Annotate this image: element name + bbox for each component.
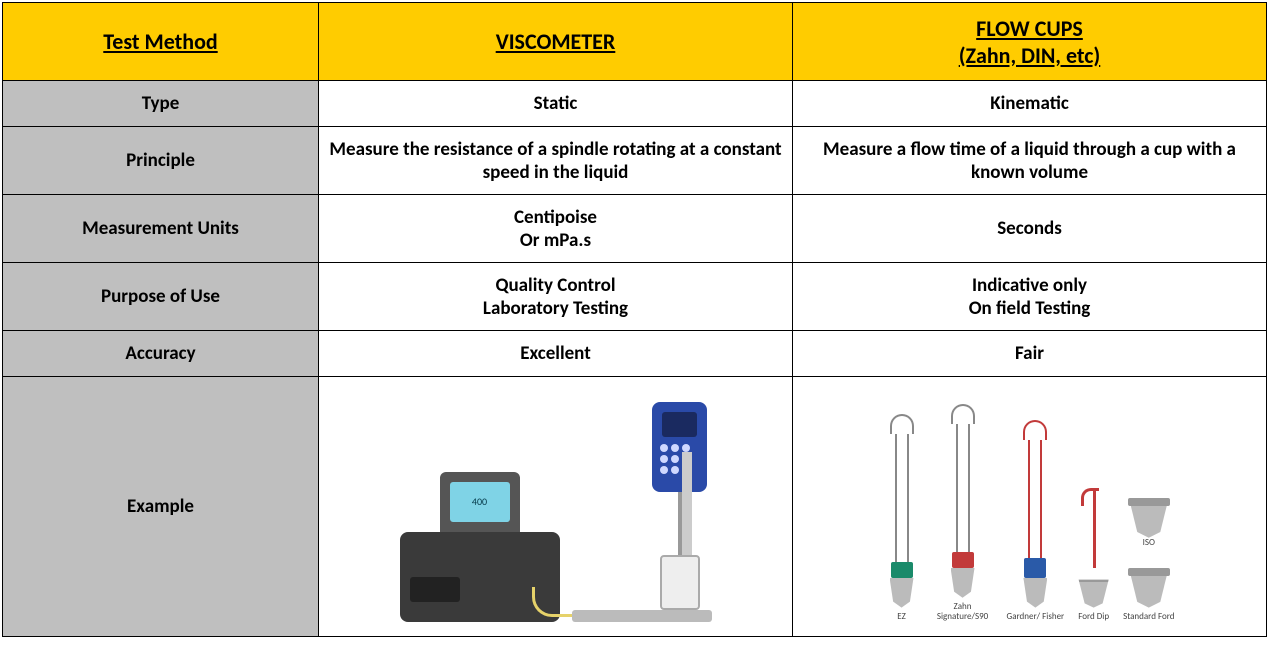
label-units: Measurement Units: [3, 195, 319, 263]
viscometer-illustration: 400: [329, 392, 782, 622]
flowcup-iso-std: ISO Standard Ford: [1123, 498, 1174, 622]
row-example: Example 400: [3, 377, 1267, 637]
label-principle: Principle: [3, 127, 319, 195]
cell-example-viscometer: 400: [319, 377, 793, 637]
comparison-table: Test Method VISCOMETER FLOW CUPS (Zahn, …: [2, 2, 1267, 637]
row-accuracy: Accuracy Excellent Fair: [3, 331, 1267, 377]
flowcup-std-ford-label: Standard Ford: [1123, 612, 1174, 622]
label-purpose: Purpose of Use: [3, 263, 319, 331]
row-purpose: Purpose of Use Quality Control Laborator…: [3, 263, 1267, 331]
flowcup-ford-dip: Ford Dip: [1078, 488, 1109, 622]
cell-accuracy-viscometer: Excellent: [319, 331, 793, 377]
flowcup-ford-dip-label: Ford Dip: [1078, 612, 1109, 622]
cell-purpose-flowcups-l1: Indicative only: [803, 274, 1256, 297]
flowcup-gardner: Gardner/ Fisher: [1007, 420, 1065, 622]
flowcup-iso-label: ISO: [1128, 538, 1170, 548]
flowcup-zahn-label: Zahn Signature/S90: [933, 602, 993, 622]
header-flowcups: FLOW CUPS (Zahn, DIN, etc): [793, 3, 1267, 81]
flowcup-ez-label: EZ: [897, 612, 906, 622]
cell-units-flowcups: Seconds: [793, 195, 1267, 263]
row-principle: Principle Measure the resistance of a sp…: [3, 127, 1267, 195]
cell-principle-flowcups: Measure a flow time of a liquid through …: [793, 127, 1267, 195]
flowcup-gardner-label: Gardner/ Fisher: [1007, 612, 1065, 622]
header-viscometer: VISCOMETER: [319, 3, 793, 81]
header-row: Test Method VISCOMETER FLOW CUPS (Zahn, …: [3, 3, 1267, 81]
cell-purpose-flowcups-l2: On field Testing: [803, 297, 1256, 320]
cell-units-viscometer-l1: Centipoise: [329, 206, 782, 229]
cell-type-viscometer: Static: [319, 81, 793, 127]
cell-units-viscometer-l2: Or mPa.s: [329, 229, 782, 252]
header-flowcups-line2: (Zahn, DIN, etc): [803, 42, 1256, 69]
label-example: Example: [3, 377, 319, 637]
row-type: Type Static Kinematic: [3, 81, 1267, 127]
flowcup-zahn: Zahn Signature/S90: [933, 404, 993, 622]
flowcups-illustration: EZ Zahn Signature/S90 Gardner/ Fisher Fo…: [803, 392, 1256, 622]
viscometer-stand-icon: [572, 402, 712, 622]
cell-purpose-viscometer-l2: Laboratory Testing: [329, 297, 782, 320]
row-units: Measurement Units Centipoise Or mPa.s Se…: [3, 195, 1267, 263]
cell-purpose-viscometer: Quality Control Laboratory Testing: [319, 263, 793, 331]
cell-principle-viscometer: Measure the resistance of a spindle rota…: [319, 127, 793, 195]
cell-purpose-flowcups: Indicative only On field Testing: [793, 263, 1267, 331]
cell-units-viscometer: Centipoise Or mPa.s: [319, 195, 793, 263]
cell-example-flowcups: EZ Zahn Signature/S90 Gardner/ Fisher Fo…: [793, 377, 1267, 637]
header-test-method: Test Method: [3, 3, 319, 81]
cell-purpose-viscometer-l1: Quality Control: [329, 274, 782, 297]
cell-accuracy-flowcups: Fair: [793, 331, 1267, 377]
flowcup-ez: EZ: [885, 414, 919, 622]
viscometer-screen-readout: 400: [450, 482, 510, 522]
header-flowcups-line1: FLOW CUPS: [803, 15, 1256, 42]
label-type: Type: [3, 81, 319, 127]
flowcup-iso: ISO: [1128, 498, 1170, 548]
cell-type-flowcups: Kinematic: [793, 81, 1267, 127]
flowcup-std-ford: [1128, 568, 1170, 608]
label-accuracy: Accuracy: [3, 331, 319, 377]
